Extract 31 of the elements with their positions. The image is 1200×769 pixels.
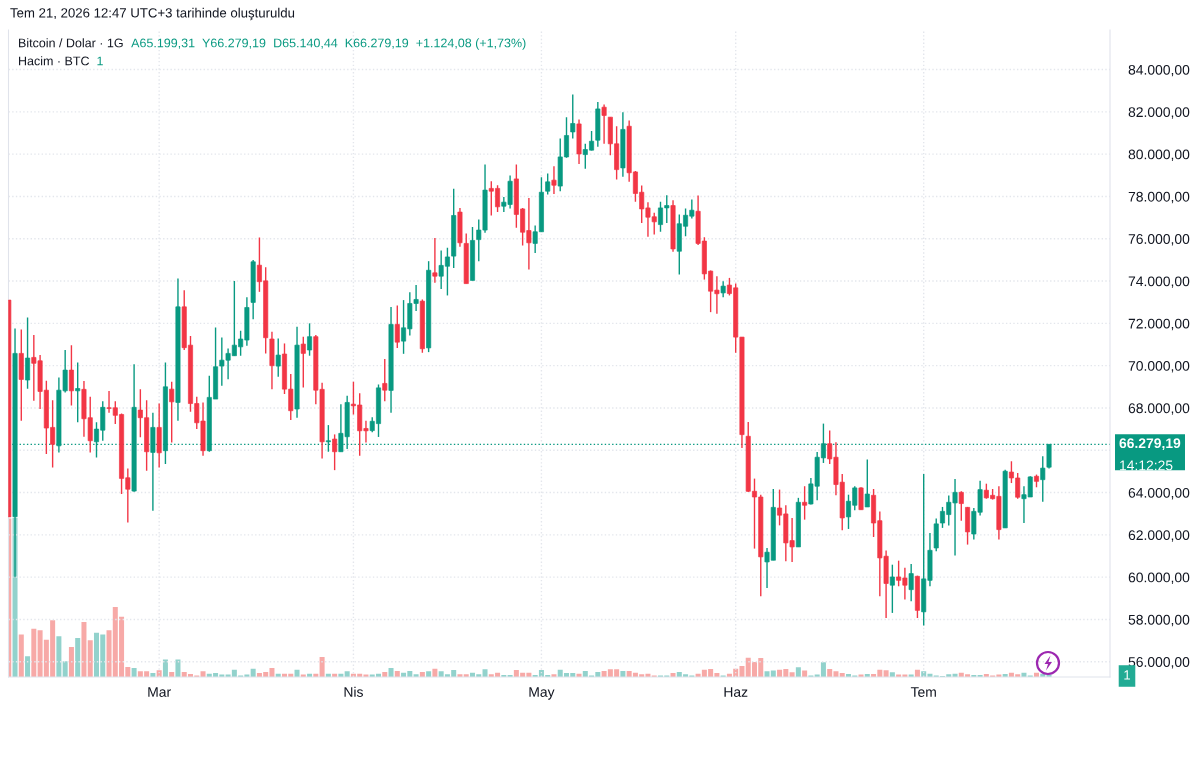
annotation: A65.199,31 (131, 38, 195, 49)
x-tick-label: May (529, 687, 555, 700)
text: Bitcoin / Dolar · 1G (19, 38, 123, 48)
y-tick-label: 72.000,00 (1128, 318, 1190, 331)
y-tick-label: 58.000,00 (1128, 614, 1190, 627)
text: 1 (1124, 670, 1131, 680)
x-tick-label: Tem (910, 687, 936, 697)
y-tick-label: 84.000,00 (1128, 64, 1190, 77)
y-tick-label: 70.000,00 (1128, 361, 1190, 373)
text: Tem 21, 2026 12:47 UTC+3 tarihinde oluşturuldu (10, 7, 295, 21)
annotation: D65.140,44 (274, 38, 338, 49)
y-tick-label: 56.000,00 (1128, 657, 1190, 669)
y-tick-label: 76.000,00 (1128, 234, 1190, 246)
y-tick-label: 60.000,00 (1128, 572, 1190, 584)
y-tick-label: 62.000,00 (1128, 530, 1190, 542)
annotation: K66.279,19 (345, 38, 409, 49)
y-tick-label: 64.000,00 (1128, 487, 1190, 500)
y-tick-label: 82.000,00 (1128, 107, 1190, 119)
annotation: +1.124,08 (+1,73%) (416, 38, 526, 50)
ref-line-label: 66.279,19 (1119, 438, 1181, 451)
annotation: 1 (97, 56, 103, 66)
y-tick-label: 74.000,00 (1128, 276, 1190, 288)
y-tick-label: 80.000,00 (1128, 149, 1190, 161)
y-tick-label: 78.000,00 (1128, 191, 1190, 204)
text: 14:12:25 (1120, 460, 1173, 471)
annotation: Y66.279,19 (202, 38, 266, 49)
y-tick-label: 68.000,00 (1128, 403, 1190, 415)
x-tick-label: Mar (148, 687, 171, 697)
x-tick-label: Nis (344, 686, 363, 697)
chart-title: Hacim · BTC (19, 56, 90, 66)
x-tick-label: Haz (724, 687, 748, 697)
